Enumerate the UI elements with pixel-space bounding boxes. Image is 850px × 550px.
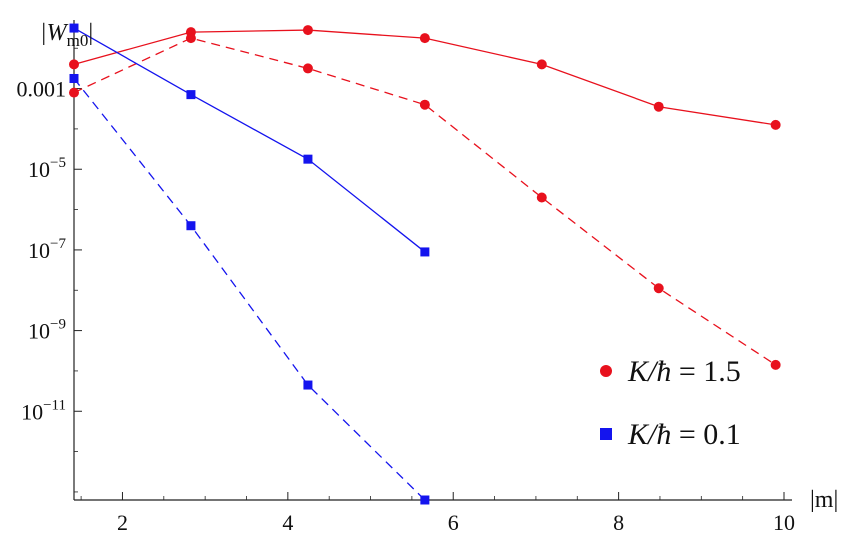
legend-entry-2: K/ħ = 0.1	[627, 418, 741, 451]
legend: K/ħ = 1.5 K/ħ = 0.1	[600, 355, 741, 451]
data-point	[420, 495, 430, 505]
data-point	[69, 87, 79, 98]
data-point	[770, 359, 781, 370]
legend-entry-2-hbar: ħ	[656, 418, 671, 451]
legend-marker-square	[600, 428, 612, 440]
data-point	[536, 59, 547, 70]
data-point	[186, 221, 196, 231]
data-point	[419, 33, 430, 44]
data-point	[653, 283, 664, 294]
data-point	[653, 101, 664, 112]
data-point	[69, 23, 79, 33]
data-point	[186, 90, 196, 100]
data-point	[420, 247, 430, 257]
data-point	[302, 25, 313, 36]
x-tick-label: 10	[773, 510, 795, 535]
data-point	[536, 192, 547, 203]
axes	[73, 20, 792, 501]
legend-entry-1-rhs: = 1.5	[671, 355, 740, 388]
x-tick-label: 6	[448, 510, 459, 535]
x-tick-label: 8	[613, 510, 624, 535]
y-axis-label: |Wm0|	[40, 20, 93, 50]
legend-marker-circle	[600, 365, 612, 377]
data-point	[303, 380, 313, 390]
x-tick-label: 4	[282, 510, 293, 535]
series-line-0	[73, 29, 776, 126]
legend-entry-2-lhs: K/	[627, 418, 659, 451]
y-axis-label-pre: |W	[40, 20, 69, 46]
series-line-1	[73, 37, 777, 366]
plot-area	[69, 23, 781, 505]
data-point	[770, 119, 781, 130]
ticks: 2 4 6 8 10 0.001 10−5 10−7 10−9 10−11	[17, 47, 795, 535]
data-point	[419, 99, 430, 110]
y-tick-label: 10−11	[21, 397, 66, 424]
data-point	[303, 154, 313, 164]
series-line-3	[73, 78, 426, 501]
data-point	[69, 73, 79, 83]
y-tick-label: 10−7	[28, 236, 66, 263]
series-line-2	[73, 27, 426, 253]
x-tick-label: 2	[117, 510, 128, 535]
x-axis-label: |m|	[810, 487, 838, 513]
y-tick-label: 10−5	[28, 155, 66, 182]
legend-entry-1-hbar: ħ	[656, 355, 671, 388]
y-axis-label-post: |	[88, 20, 93, 46]
y-tick-label: 10−9	[28, 317, 66, 344]
legend-entry-1: K/ħ = 1.5	[627, 355, 741, 388]
data-point	[302, 63, 313, 74]
y-axis-label-sub: m0	[67, 31, 89, 50]
legend-entry-2-rhs: = 0.1	[671, 418, 740, 451]
legend-entry-1-lhs: K/	[627, 355, 659, 388]
y-tick-label: 0.001	[17, 77, 67, 102]
data-point	[69, 59, 79, 70]
data-point	[185, 33, 196, 44]
